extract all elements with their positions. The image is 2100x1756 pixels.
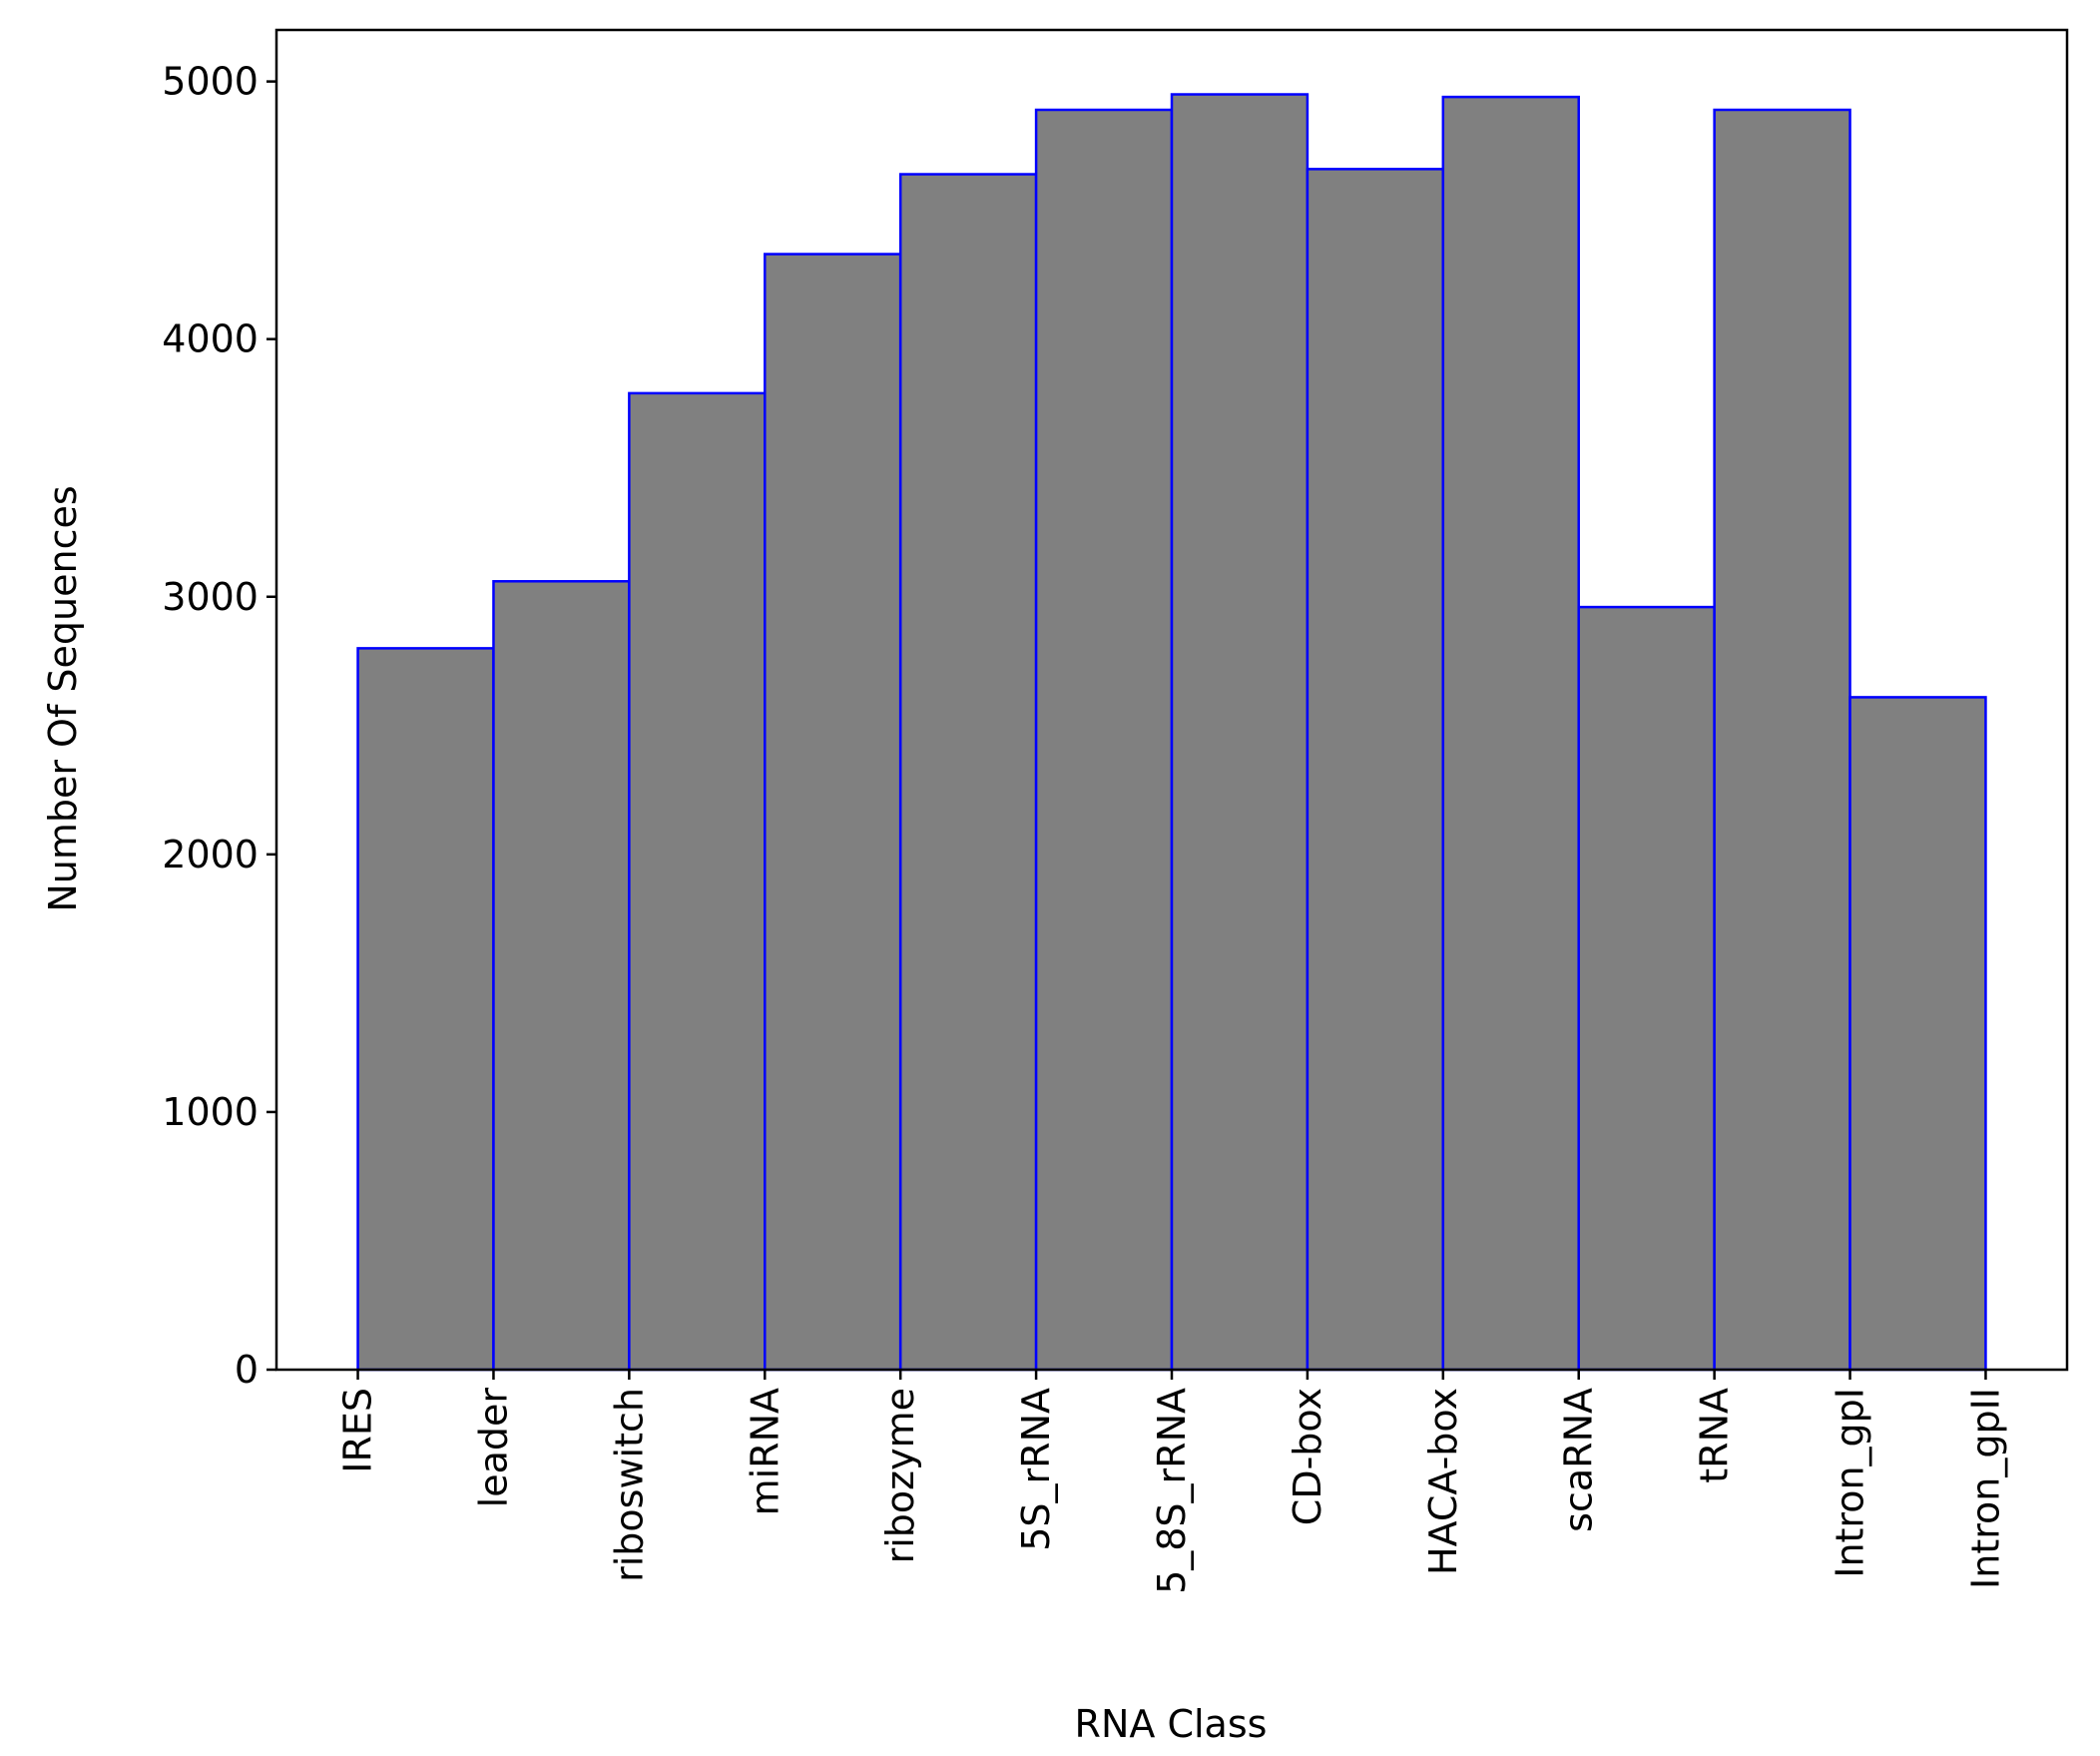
bar <box>1441 95 1580 1372</box>
x-tick-label: miRNA <box>743 1388 787 1515</box>
bar <box>1034 108 1174 1372</box>
x-tick-label: HACA-box <box>1421 1388 1465 1575</box>
x-tick-label: IRES <box>336 1388 380 1473</box>
x-tick-label: Intron_gpII <box>1963 1388 2007 1589</box>
x-tick-label: Intron_gpI <box>1829 1388 1872 1578</box>
bar <box>492 580 631 1372</box>
x-tick-label: riboswitch <box>607 1388 651 1582</box>
y-tick-label: 2000 <box>162 833 259 877</box>
x-tick-label: ribozyme <box>878 1388 922 1563</box>
y-tick-label: 3000 <box>162 575 259 619</box>
y-tick-label: 0 <box>235 1348 259 1392</box>
bar <box>764 253 902 1372</box>
x-tick-label: tRNA <box>1693 1388 1737 1483</box>
x-tick-label: CD-box <box>1286 1388 1329 1525</box>
bar <box>898 173 1038 1372</box>
x-tick-label: scaRNA <box>1557 1388 1601 1532</box>
y-axis-label: Number Of Sequences <box>41 485 85 911</box>
y-tick-label: 5000 <box>162 60 259 104</box>
y-tick-label: 1000 <box>162 1090 259 1134</box>
y-tick-label: 4000 <box>162 317 259 361</box>
x-axis-label: RNA Class <box>1075 1702 1268 1746</box>
x-tick-label: leader <box>471 1388 515 1508</box>
x-tick-label: 5S_rRNA <box>1014 1388 1058 1551</box>
bar <box>628 391 767 1372</box>
x-tick-label: 5_8S_rRNA <box>1150 1388 1194 1594</box>
bar <box>356 647 495 1372</box>
bar <box>1577 605 1716 1372</box>
bar <box>1713 108 1851 1372</box>
bar <box>1848 696 1987 1372</box>
bar <box>1306 168 1445 1372</box>
bar <box>1170 93 1310 1372</box>
